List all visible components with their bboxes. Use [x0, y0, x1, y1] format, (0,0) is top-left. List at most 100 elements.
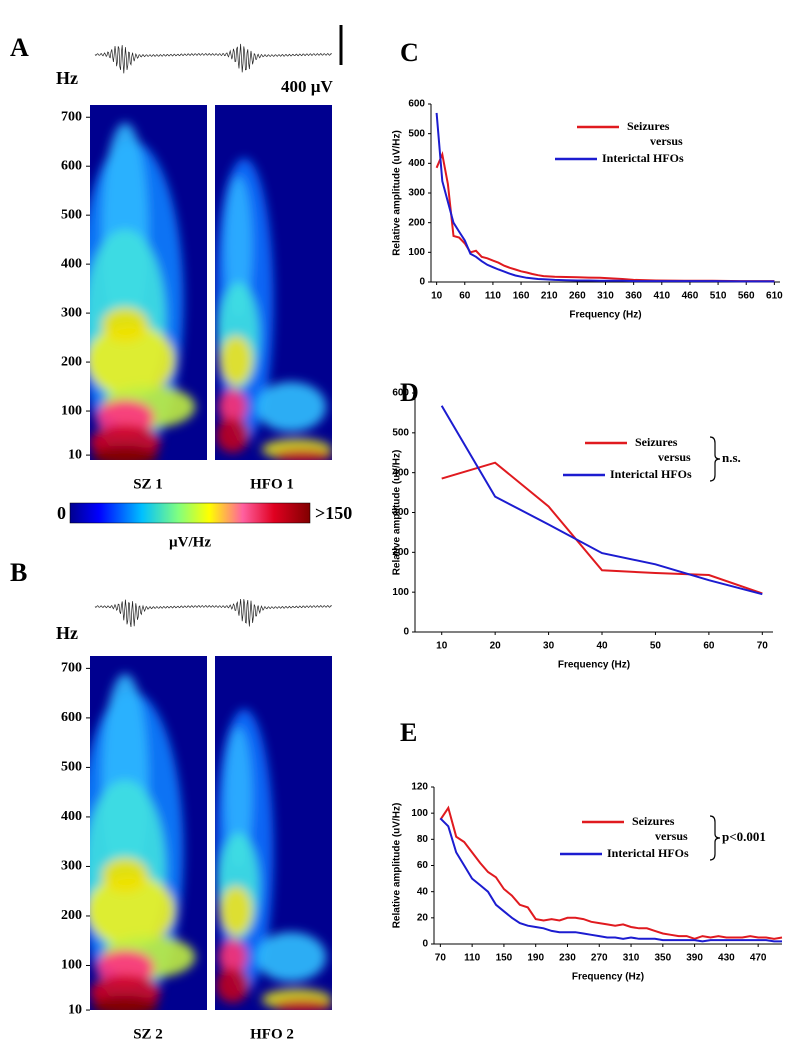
y-tick-label: 80: [417, 834, 429, 845]
spectral-power: [255, 381, 327, 432]
legend-connector: versus: [658, 450, 691, 464]
x-tick-label: 20: [490, 641, 502, 652]
y-axis-title: Relative amplitude (uV/Hz): [392, 130, 403, 256]
spectral-power: [101, 857, 149, 894]
significance-label: p<0.001: [722, 829, 766, 844]
y-tick-label: 400: [61, 256, 82, 271]
spectral-power: [218, 389, 247, 425]
x-axis-title: Frequency (Hz): [558, 660, 630, 671]
y-tick-label: 500: [408, 128, 425, 139]
trace-label: HFO 2: [250, 1026, 294, 1042]
y-tick-label: 0: [419, 277, 425, 288]
series-line: [439, 805, 783, 940]
legend-label: Interictal HFOs: [610, 467, 692, 481]
x-tick-label: 610: [766, 291, 783, 302]
x-tick-label: 430: [718, 953, 735, 964]
x-tick-label: 150: [496, 953, 513, 964]
spectrogram-blobs: [215, 158, 332, 460]
x-tick-label: 30: [543, 641, 555, 652]
spectral-power: [90, 325, 176, 397]
trace-label: SZ 1: [133, 476, 163, 492]
significance-label: n.s.: [722, 450, 741, 465]
series-line: [441, 461, 763, 595]
spectral-power: [219, 886, 253, 936]
x-tick-label: 50: [650, 641, 662, 652]
series-line: [435, 112, 775, 283]
x-tick-label: 110: [485, 291, 502, 302]
panel-label: B: [10, 558, 27, 587]
y-tick-label: 40: [417, 886, 429, 897]
spectral-power: [92, 995, 158, 1010]
x-tick-label: 70: [757, 641, 769, 652]
x-tick-label: 390: [686, 953, 703, 964]
axis-unit: Hz: [56, 623, 78, 643]
spectrogram-blobs: [215, 709, 332, 1010]
spectral-power: [101, 307, 149, 343]
y-tick-label: 500: [61, 760, 82, 775]
y-tick-label: 60: [417, 860, 429, 871]
axis-unit: Hz: [56, 68, 78, 88]
y-tick-label: 200: [408, 217, 425, 228]
y-tick-label: 100: [408, 247, 425, 258]
spectral-power: [273, 449, 332, 460]
spectral-power: [219, 335, 253, 386]
y-tick-label: 100: [61, 403, 82, 418]
spectral-power: [216, 417, 249, 453]
x-tick-label: 460: [682, 291, 699, 302]
colorbar-min: 0: [57, 503, 66, 523]
eeg-trace: [94, 43, 332, 74]
y-tick-label: 600: [408, 99, 425, 110]
y-tick-label: 0: [422, 939, 428, 950]
y-tick-label: 200: [392, 547, 409, 558]
x-tick-label: 70: [435, 953, 447, 964]
x-tick-label: 40: [596, 641, 608, 652]
panel-label: A: [10, 33, 29, 62]
colorbar: [69, 502, 311, 524]
spectrogram-blobs: [90, 122, 196, 460]
series-line: [435, 150, 775, 283]
x-tick-label: 230: [559, 953, 576, 964]
legend-label: Seizures: [635, 435, 678, 449]
brace: [709, 436, 721, 482]
spectrogram: [215, 709, 332, 1010]
x-tick-label: 190: [527, 953, 544, 964]
y-axis-title: Relative amplitude (uV/Hz): [392, 803, 403, 929]
y-tick-label: 500: [61, 207, 82, 222]
y-tick-label: 400: [392, 467, 409, 478]
legend-connector: versus: [655, 829, 688, 843]
y-tick-label: 600: [61, 710, 82, 725]
x-tick-label: 10: [431, 291, 443, 302]
legend-label: Interictal HFOs: [602, 151, 684, 165]
y-tick-label: 100: [392, 587, 409, 598]
x-tick-label: 410: [653, 291, 670, 302]
x-tick-label: 510: [710, 291, 727, 302]
spectral-power: [273, 999, 332, 1010]
y-tick-label: 120: [411, 782, 428, 793]
x-tick-label: 470: [750, 953, 767, 964]
x-tick-label: 60: [459, 291, 471, 302]
y-tick-label: 200: [61, 908, 82, 923]
spectrogram: [215, 158, 332, 460]
panel-label: E: [400, 718, 417, 747]
x-tick-label: 210: [541, 291, 558, 302]
scale-bar-label: 400 µV: [281, 77, 334, 96]
panel-label: D: [400, 378, 419, 407]
legend-connector: versus: [650, 134, 683, 148]
y-tick-label: 300: [392, 507, 409, 518]
y-tick-label: 600: [61, 158, 82, 173]
x-tick-label: 160: [513, 291, 530, 302]
x-tick-label: 60: [703, 641, 715, 652]
y-tick-label: 500: [392, 427, 409, 438]
x-tick-label: 560: [738, 291, 755, 302]
spectral-power: [224, 176, 253, 318]
y-tick-label: 100: [61, 958, 82, 973]
y-axis-title: Relative amplitude (uV/Hz): [392, 450, 403, 576]
y-tick-label: 10: [68, 1002, 82, 1017]
y-tick-label: 100: [411, 808, 428, 819]
spectral-power: [92, 445, 158, 460]
spectral-power: [218, 939, 247, 975]
y-tick-label: 300: [61, 859, 82, 874]
trace-label: SZ 2: [133, 1026, 163, 1042]
x-tick-label: 360: [625, 291, 642, 302]
y-tick-label: 700: [61, 661, 82, 676]
